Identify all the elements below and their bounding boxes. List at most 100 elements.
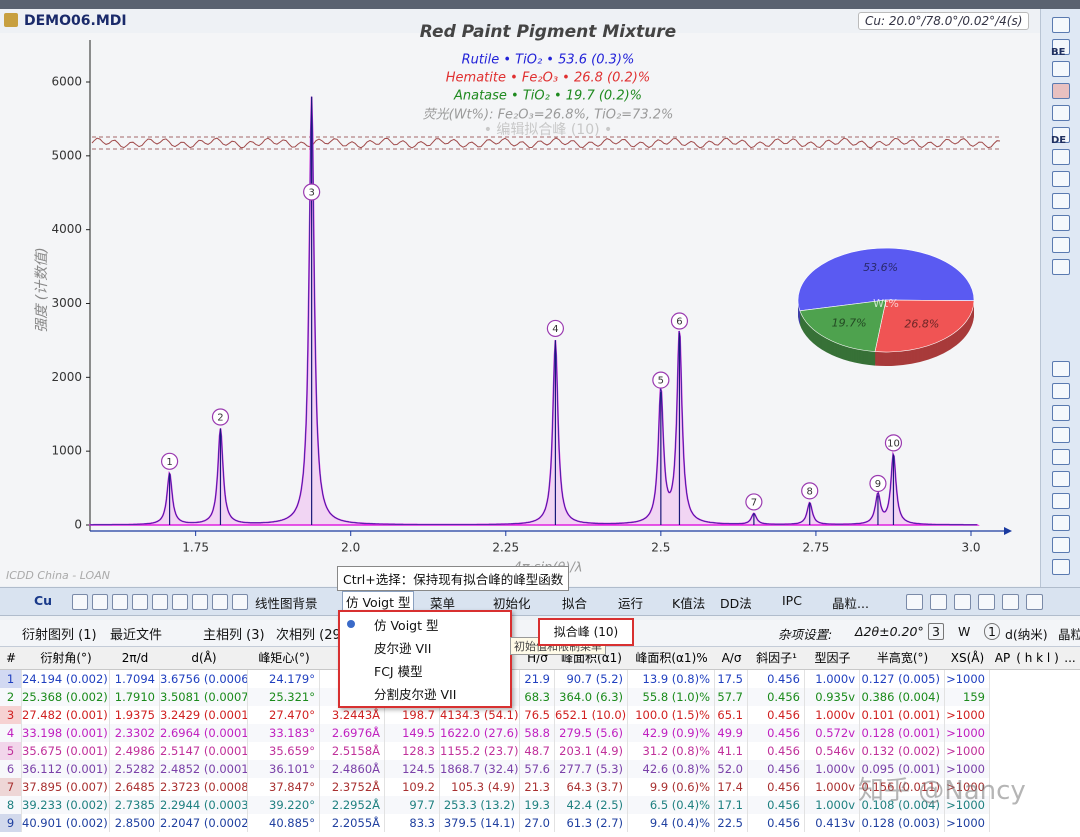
tool-icon[interactable] bbox=[1052, 559, 1070, 575]
tab[interactable]: 衍射图列 (1) bbox=[22, 628, 97, 643]
table-cell: 0.156 (0.011) bbox=[860, 778, 945, 796]
table-header: A/σ bbox=[715, 647, 749, 670]
pie-slice bbox=[799, 299, 887, 352]
toolbar-icon[interactable] bbox=[978, 594, 995, 610]
table-cell: 203.1 (4.9) bbox=[555, 742, 628, 760]
tab[interactable]: 主相列 (3) bbox=[203, 628, 265, 643]
tool-icon[interactable] bbox=[1052, 449, 1070, 465]
tool-icon[interactable] bbox=[1052, 471, 1070, 487]
tool-icon[interactable] bbox=[1052, 383, 1070, 399]
setting[interactable]: 3 bbox=[928, 623, 944, 640]
table-header: 峰矩心(°) bbox=[248, 647, 321, 670]
toolbar-icon[interactable] bbox=[132, 594, 148, 610]
tab[interactable]: 最近文件 bbox=[110, 628, 163, 643]
toolbar-icon[interactable] bbox=[1002, 594, 1019, 610]
table-cell: 0.546v bbox=[805, 742, 860, 760]
setting[interactable]: 杂项设置: bbox=[778, 627, 833, 642]
table-cell: 90.7 (5.2) bbox=[555, 670, 628, 688]
tool-icon[interactable] bbox=[1052, 171, 1070, 187]
toolbar-icon[interactable] bbox=[1026, 594, 1043, 610]
table-cell: 2.5158Å bbox=[320, 742, 385, 760]
pie-label: 26.8% bbox=[904, 317, 939, 330]
toolbar-icon[interactable] bbox=[232, 594, 248, 610]
toolbar-button[interactable]: 晶粒... bbox=[832, 596, 869, 611]
toolbar-button[interactable]: 初始化 bbox=[493, 596, 531, 611]
table-cell: 61.3 (2.7) bbox=[555, 814, 628, 832]
table-cell: 652.1 (10.0) bbox=[555, 706, 628, 724]
table-cell: 83.3 bbox=[385, 814, 440, 832]
table-cell: 9 bbox=[0, 814, 22, 832]
tool-icon[interactable] bbox=[1052, 105, 1070, 121]
tool-icon[interactable] bbox=[1052, 61, 1070, 77]
tool-icon[interactable] bbox=[1052, 405, 1070, 421]
tool-icon[interactable] bbox=[1052, 83, 1070, 99]
table-cell: 0.456 bbox=[748, 742, 805, 760]
toolbar-icon[interactable] bbox=[152, 594, 168, 610]
table-header bbox=[385, 647, 441, 670]
toolbar-icon[interactable] bbox=[906, 594, 923, 610]
table-cell: 2.3302 bbox=[110, 724, 160, 742]
tool-icon[interactable] bbox=[1052, 149, 1070, 165]
toolbar-button[interactable]: 线性图背景 bbox=[255, 596, 318, 611]
table-cell: 279.5 (5.6) bbox=[555, 724, 628, 742]
table-cell: 35.675 (0.001) bbox=[22, 742, 110, 760]
tool-icon[interactable] bbox=[1052, 39, 1070, 55]
table-cell: 25.321° bbox=[248, 688, 320, 706]
table-cell: 0.935v bbox=[805, 688, 860, 706]
table-cell: 21.3 bbox=[520, 778, 555, 796]
setting[interactable]: 晶粒 bbox=[1058, 627, 1080, 642]
toolbar-icon[interactable] bbox=[112, 594, 128, 610]
table-cell: 1 bbox=[0, 670, 22, 688]
tool-icon[interactable] bbox=[1052, 493, 1070, 509]
table-cell: 4 bbox=[0, 724, 22, 742]
tool-icon[interactable] bbox=[1052, 215, 1070, 231]
table-header: 峰 bbox=[320, 647, 386, 670]
tool-icon[interactable] bbox=[1052, 427, 1070, 443]
table-cell: 1622.0 (27.6) bbox=[440, 724, 520, 742]
table-cell: 1155.2 (23.7) bbox=[440, 742, 520, 760]
toolbar-icon[interactable] bbox=[954, 594, 971, 610]
toolbar-icon[interactable] bbox=[172, 594, 188, 610]
toolbar-icon[interactable] bbox=[930, 594, 947, 610]
tool-text[interactable]: DE bbox=[1051, 135, 1067, 146]
peak-label-badge bbox=[884, 434, 903, 452]
pie-label: 53.6% bbox=[863, 261, 898, 274]
setting[interactable]: Δ2θ±0.20° bbox=[855, 624, 924, 639]
table-cell: 39.220° bbox=[248, 796, 320, 814]
table-cell: 0.101 (0.001) bbox=[860, 706, 945, 724]
tool-icon[interactable] bbox=[1052, 237, 1070, 253]
tab[interactable]: 次相列 (29 bbox=[276, 628, 341, 643]
toolbar-button[interactable]: 拟合 bbox=[562, 596, 588, 611]
toolbar-button[interactable]: Cu bbox=[34, 593, 53, 608]
x-tick-label: 2.0 bbox=[341, 541, 360, 555]
tool-icon[interactable] bbox=[1052, 127, 1070, 143]
setting[interactable]: W bbox=[958, 624, 971, 639]
tool-icon[interactable] bbox=[1052, 259, 1070, 275]
toolbar-button[interactable]: 运行 bbox=[618, 596, 644, 611]
table-cell: 39.233 (0.002) bbox=[22, 796, 110, 814]
table-cell: 33.198 (0.001) bbox=[22, 724, 110, 742]
tool-text[interactable]: BE bbox=[1051, 47, 1066, 58]
toolbar-button[interactable]: 仿 Voigt 型 bbox=[342, 591, 415, 612]
table-cell: 1.000v bbox=[805, 670, 860, 688]
toolbar-icon[interactable] bbox=[212, 594, 228, 610]
toolbar-button[interactable]: 菜单 bbox=[430, 596, 456, 611]
tool-icon[interactable] bbox=[1052, 515, 1070, 531]
tool-icon[interactable] bbox=[1052, 537, 1070, 553]
toolbar-icon[interactable] bbox=[92, 594, 108, 610]
tool-icon[interactable] bbox=[1052, 17, 1070, 33]
table-cell: 2.2944 (0.0003) bbox=[160, 796, 248, 814]
tool-icon[interactable] bbox=[1052, 193, 1070, 209]
setting[interactable]: d(纳米) bbox=[1005, 627, 1048, 642]
table-cell: >1000 bbox=[945, 724, 990, 742]
toolbar-button[interactable]: DD法 bbox=[720, 596, 752, 611]
toolbar-icon[interactable] bbox=[72, 594, 88, 610]
peak-label: 4 bbox=[552, 324, 558, 335]
toolbar-icon[interactable] bbox=[192, 594, 208, 610]
toolbar-button[interactable]: K值法 bbox=[672, 596, 706, 611]
setting[interactable]: 1 bbox=[984, 623, 1000, 640]
peak-label: 6 bbox=[676, 317, 682, 328]
tool-icon[interactable] bbox=[1052, 361, 1070, 377]
toolbar-button[interactable]: IPC bbox=[782, 593, 802, 608]
peak-label: 10 bbox=[887, 438, 900, 449]
